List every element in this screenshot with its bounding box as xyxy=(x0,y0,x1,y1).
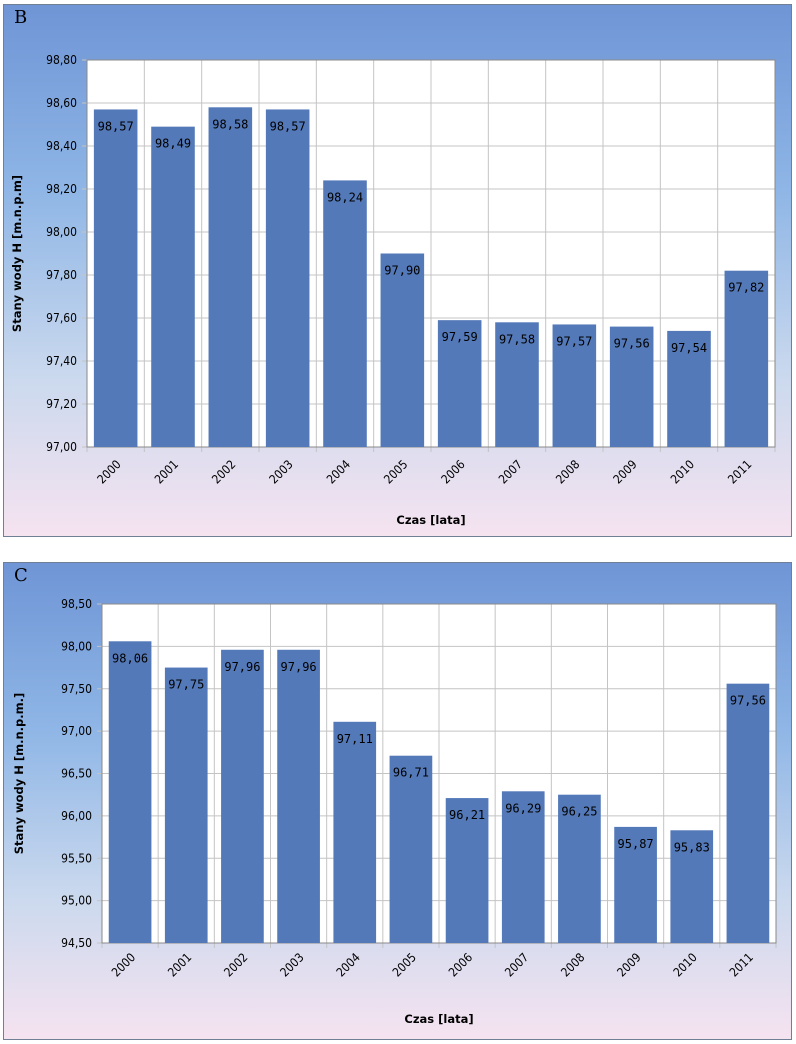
y-axis-title: Stany wody H [m.n.p.m.] xyxy=(12,693,26,854)
bar-2002 xyxy=(208,107,253,448)
x-axis-title: Czas [lata] xyxy=(404,1012,473,1026)
y-tick-label: 96,50 xyxy=(61,767,92,781)
data-label-2010: 97,54 xyxy=(671,341,707,355)
bar-2011 xyxy=(724,270,769,447)
chart-b-svg: 97,00 97,20 97,40 97,60 97,80 98,00 98,20 98,40… xyxy=(4,5,791,536)
data-label-2008: 97,57 xyxy=(556,334,592,348)
data-label-2000: 98,06 xyxy=(112,651,148,665)
chart-panel-b: 97,00 97,20 97,40 97,60 97,80 98,00 98,20 98,40… xyxy=(3,4,792,537)
data-label-2003: 98,57 xyxy=(270,119,306,133)
bar-2004 xyxy=(323,180,367,447)
data-label-2011: 97,56 xyxy=(730,694,766,708)
bar-2007 xyxy=(495,322,539,447)
y-tick-label: 98,50 xyxy=(61,597,92,611)
y-tick-label: 98,60 xyxy=(46,96,77,110)
y-tick-label: 98,20 xyxy=(46,182,77,196)
y-tick-label: 98,00 xyxy=(61,639,92,653)
bar-2005 xyxy=(389,755,433,943)
bar-2005 xyxy=(380,253,425,447)
y-tick-label: 97,50 xyxy=(61,682,92,696)
y-tick-label: 97,80 xyxy=(46,268,77,282)
y-axis-title: Stany wody H [m.n.p.m] xyxy=(10,175,24,332)
data-label-2003: 97,96 xyxy=(281,660,317,674)
data-label-2006: 97,59 xyxy=(442,330,478,344)
data-label-2009: 95,87 xyxy=(618,837,654,851)
data-label-2005: 96,71 xyxy=(393,766,429,780)
bar-2000 xyxy=(108,641,152,943)
bar-2008 xyxy=(558,794,601,943)
bar-2003 xyxy=(277,649,320,943)
data-label-2004: 98,24 xyxy=(327,190,363,204)
plot-border xyxy=(86,59,776,448)
data-label-2007: 97,58 xyxy=(499,332,535,346)
panel-letter-b: B xyxy=(14,7,28,28)
bar-2009 xyxy=(614,826,657,943)
data-label-2004: 97,11 xyxy=(337,732,373,746)
data-label-2002: 97,96 xyxy=(224,660,260,674)
data-label-2001: 98,49 xyxy=(155,137,191,151)
bar-2004 xyxy=(333,721,377,943)
data-label-2006: 96,21 xyxy=(449,808,485,822)
panel-letter-c: C xyxy=(14,565,28,586)
y-tick-label: 97,60 xyxy=(46,311,77,325)
chart-c-svg: 94,50 95,00 95,50 96,00 96,50 97,00 97,50 98,00… xyxy=(4,563,791,1039)
data-label-2008: 96,25 xyxy=(561,805,597,819)
data-label-2011: 97,82 xyxy=(728,281,764,295)
chart-panel-c: 94,50 95,00 95,50 96,00 96,50 97,00 97,50 98,00… xyxy=(3,562,792,1040)
y-tick-label: 94,50 xyxy=(61,936,92,950)
y-tick-label: 97,40 xyxy=(46,354,77,368)
y-tick-label: 98,40 xyxy=(46,139,77,153)
data-label-2002: 98,58 xyxy=(212,117,248,131)
bar-2002 xyxy=(221,649,264,943)
bar-2006 xyxy=(445,798,489,943)
y-tick-label: 97,00 xyxy=(46,440,77,454)
bar-2007 xyxy=(501,791,545,943)
bar-2010 xyxy=(667,330,711,447)
bar-2001 xyxy=(164,667,208,943)
bar-2001 xyxy=(151,126,195,448)
data-label-2001: 97,75 xyxy=(168,678,204,692)
y-tick-label: 98,80 xyxy=(46,53,77,67)
bar-2010 xyxy=(670,830,714,943)
bar-2006 xyxy=(437,320,482,447)
bar-2011 xyxy=(726,683,770,943)
y-tick-label: 98,00 xyxy=(46,225,77,239)
bar-2003 xyxy=(265,109,310,447)
y-tick-label: 95,50 xyxy=(61,851,92,865)
data-label-2005: 97,90 xyxy=(384,264,420,278)
plot-border xyxy=(101,603,777,944)
bar-2000 xyxy=(93,109,138,447)
bar-2008 xyxy=(552,324,597,447)
data-label-2007: 96,29 xyxy=(505,801,541,815)
y-tick-label: 96,00 xyxy=(61,809,92,823)
data-label-2000: 98,57 xyxy=(98,119,134,133)
x-axis-title: Czas [lata] xyxy=(396,513,465,527)
y-tick-label: 95,00 xyxy=(61,894,92,908)
data-label-2010: 95,83 xyxy=(674,840,710,854)
y-tick-label: 97,00 xyxy=(61,724,92,738)
y-tick-label: 97,20 xyxy=(46,397,77,411)
data-label-2009: 97,56 xyxy=(614,337,650,351)
bar-2009 xyxy=(609,326,654,447)
